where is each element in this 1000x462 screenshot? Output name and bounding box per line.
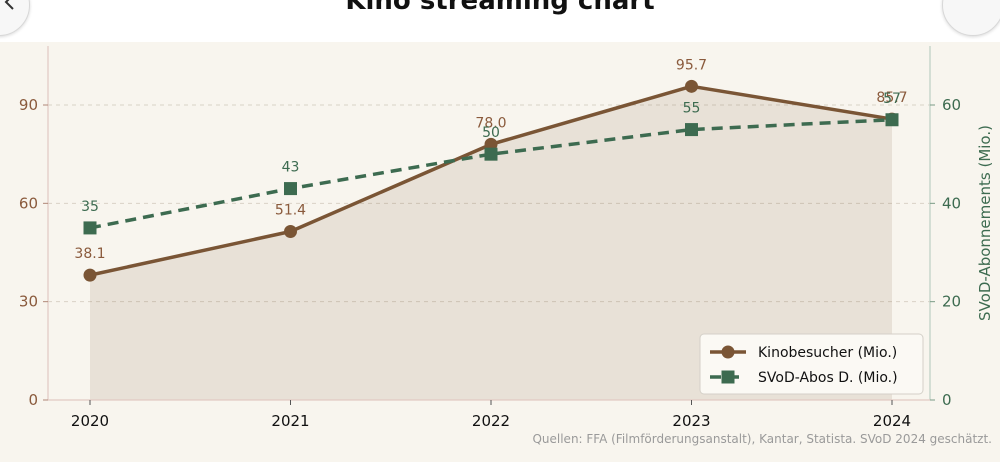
page-title: Kino streaming chart xyxy=(345,0,655,16)
y-left-tick-label: 0 xyxy=(28,391,38,409)
data-point-svod xyxy=(685,123,698,137)
data-point-svod xyxy=(83,221,97,235)
x-tick-label: 2020 xyxy=(71,412,109,430)
data-label-svod: 43 xyxy=(282,160,300,176)
legend-label-kinobesucher: Kinobesucher (Mio.) xyxy=(758,345,897,361)
chevron-left-icon xyxy=(4,0,14,10)
data-label-kinobesucher: 51.4 xyxy=(275,203,306,219)
legend-swatch-marker xyxy=(721,345,735,359)
top-bar xyxy=(0,0,1000,42)
data-label-svod: 55 xyxy=(683,101,701,117)
y-left-tick-label: 60 xyxy=(19,194,38,212)
y-right-tick-label: 60 xyxy=(942,96,961,114)
y-left-tick-label: 30 xyxy=(19,293,38,311)
series-area xyxy=(90,86,892,401)
data-label-kinobesucher: 95.7 xyxy=(676,57,707,73)
source-note: Quellen: FFA (Filmförderungsanstalt), Ka… xyxy=(532,432,992,446)
y-right-axis-label: SVoD-Abonnements (Mio.) xyxy=(976,125,994,321)
back-button[interactable] xyxy=(0,0,30,36)
y-right-tick-label: 20 xyxy=(942,293,961,311)
x-tick-label: 2023 xyxy=(672,412,710,430)
series-svod-line xyxy=(89,118,893,230)
x-tick-label: 2021 xyxy=(271,412,309,430)
x-tick-label: 2024 xyxy=(873,412,911,430)
data-point-svod xyxy=(284,182,297,196)
data-point-kinobesucher xyxy=(685,79,698,93)
y-left-tick-label: 90 xyxy=(19,96,38,114)
data-point-kinobesucher xyxy=(484,137,498,151)
data-label-kinobesucher: 38.1 xyxy=(74,246,105,262)
data-point-svod xyxy=(885,113,899,127)
data-label-svod: 35 xyxy=(81,199,99,215)
data-point-svod xyxy=(484,147,498,161)
legend-swatch-marker xyxy=(721,370,735,384)
data-label-svod: 57 xyxy=(883,91,901,107)
data-label-svod: 50 xyxy=(482,125,500,141)
x-tick-label: 2022 xyxy=(472,412,510,430)
data-label-kinobesucher: 78.0 xyxy=(475,115,506,131)
legend-box xyxy=(699,333,924,395)
legend-label-svod: SVoD-Abos D. (Mio.) xyxy=(758,370,898,386)
data-point-kinobesucher xyxy=(284,225,297,239)
y-right-tick-label: 40 xyxy=(942,194,961,212)
data-label-kinobesucher: 85.7 xyxy=(876,90,907,106)
y-right-tick-label: 0 xyxy=(942,391,952,409)
data-point-kinobesucher xyxy=(83,268,97,282)
chart: 0 30 60 90 0 20 40 60 SVoD-Abonnements (Mio.) 202… xyxy=(0,42,1000,462)
